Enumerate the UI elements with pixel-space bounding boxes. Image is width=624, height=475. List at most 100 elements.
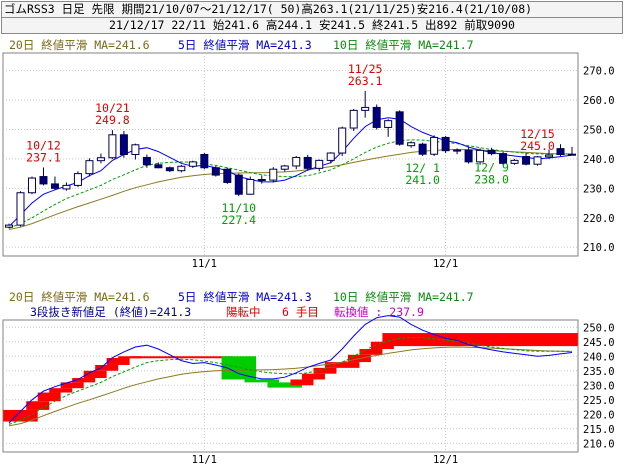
ma10-line [8, 139, 572, 229]
candle-body [372, 106, 381, 128]
x-tick-label: 11/1 [192, 258, 217, 270]
candle-body [303, 156, 312, 169]
candle-body [39, 176, 48, 185]
renko-brick [129, 356, 234, 359]
y-tick-label: 220.0 [583, 409, 615, 421]
candle-body [487, 149, 496, 155]
annotation-date: 10/12 [26, 138, 61, 152]
renko-brick [95, 364, 119, 371]
ma5-line-bottom [8, 315, 573, 424]
candle-body [407, 142, 416, 147]
candle-body [476, 149, 485, 163]
candle-body [223, 168, 232, 183]
annotation-value: 263.1 [348, 74, 383, 88]
renko-brick [3, 409, 38, 422]
candle-body [108, 134, 117, 159]
annotation-value: 227.4 [221, 213, 256, 227]
renko-brick [313, 367, 337, 374]
x-tick-label: 11/1 [192, 454, 217, 466]
annotation-value: 245.0 [520, 139, 555, 153]
candle-body [96, 157, 105, 162]
renko-brick [37, 392, 61, 402]
renko-brick [83, 370, 107, 379]
chart-header-period: ゴムRSS3 日足 先限 期間21/10/07～21/12/17( 50)高26… [1, 1, 623, 18]
candle-body [430, 136, 439, 155]
candle-body [165, 167, 174, 172]
legend-ma5-bottom: 5日 終値平滑 MA=241.3 [178, 290, 312, 304]
candle-body [177, 165, 186, 172]
y-tick-label: 215.0 [583, 424, 615, 436]
renko-brick [221, 356, 257, 380]
candle-body [395, 111, 404, 145]
y-tick-label: 250.0 [583, 124, 615, 136]
ma5-line [8, 117, 573, 227]
candle-body [85, 160, 94, 175]
candle-body [453, 149, 462, 152]
candle-body [27, 177, 36, 194]
candle-body [556, 148, 565, 155]
candlestick-chart: 210.0 220.0 230.0 240.0 250.0 260.0 270.0 11/1 1… [2, 52, 615, 270]
legend-ma5: 5日 終値平滑 MA=241.3 [178, 38, 312, 52]
candle-body [464, 149, 473, 163]
candle-body [62, 184, 71, 190]
renko-brick [290, 379, 314, 386]
candle-body [280, 165, 289, 170]
y-tick-label: 235.0 [583, 366, 615, 378]
candle-body [142, 156, 151, 166]
candle-body [510, 159, 519, 164]
candle-body [257, 179, 266, 182]
candle-body [131, 144, 140, 156]
candle-body [349, 109, 358, 129]
renko-brick [324, 362, 360, 368]
renko-brick [359, 349, 383, 355]
legend-ma20-bottom: 20日 終値平滑 MA=241.6 [9, 290, 150, 304]
renko-count: 6 手目 [282, 305, 319, 319]
candle-body [326, 152, 335, 161]
annotation-value: 249.8 [95, 113, 130, 127]
renko-brick [49, 388, 73, 393]
candle-body [338, 127, 347, 154]
annotation-date: 11/25 [348, 62, 383, 76]
y-tick-label: 220.0 [583, 213, 615, 225]
y-tick-label: 240.0 [583, 154, 615, 166]
renko-brick [382, 333, 578, 347]
chart-header-ohlc: 21/12/17 22/11 始241.6 高244.1 安241.5 終241… [1, 17, 623, 34]
candle-body [418, 143, 427, 155]
candle-body [545, 154, 554, 158]
y-tick-label: 210.0 [583, 242, 615, 254]
candle-body [234, 174, 243, 195]
renko-brick [26, 401, 50, 410]
candle-body [200, 154, 209, 169]
annotation-date: 11/10 [221, 201, 256, 215]
candle-body [119, 134, 128, 155]
candle-body [522, 156, 531, 165]
ma10-line-bottom [8, 336, 572, 425]
y-tick-label: 270.0 [583, 66, 615, 78]
candle-body [361, 106, 370, 111]
renko-brick [370, 341, 394, 350]
candle-body [384, 120, 393, 128]
renko-brick [244, 379, 280, 383]
y-tick-label: 260.0 [583, 95, 615, 107]
candle-body [246, 179, 255, 195]
x-tick-label: 12/1 [433, 454, 458, 466]
y-tick-label: 250.0 [583, 322, 615, 334]
candle-body [315, 159, 324, 169]
annotation-date: 10/21 [95, 101, 130, 115]
candle-body [16, 192, 25, 226]
annotation-date: 12/ 9 [474, 160, 509, 174]
candle-body [211, 167, 220, 176]
candle-body [154, 164, 163, 169]
annotation-value: 241.0 [405, 173, 440, 187]
renko-state: 陽転中 [226, 305, 261, 319]
candle-body [499, 153, 508, 164]
legend-ma10-bottom: 10日 終値平滑 MA=241.7 [333, 290, 474, 304]
candle-body [568, 153, 576, 156]
annotation-value: 238.0 [474, 172, 509, 186]
legend-ma10: 10日 終値平滑 MA=241.7 [333, 38, 474, 52]
renko-brick [72, 378, 96, 383]
annotation-date: 12/ 1 [405, 161, 440, 175]
y-tick-label: 230.0 [583, 183, 615, 195]
y-tick-label: 230.0 [583, 380, 615, 392]
